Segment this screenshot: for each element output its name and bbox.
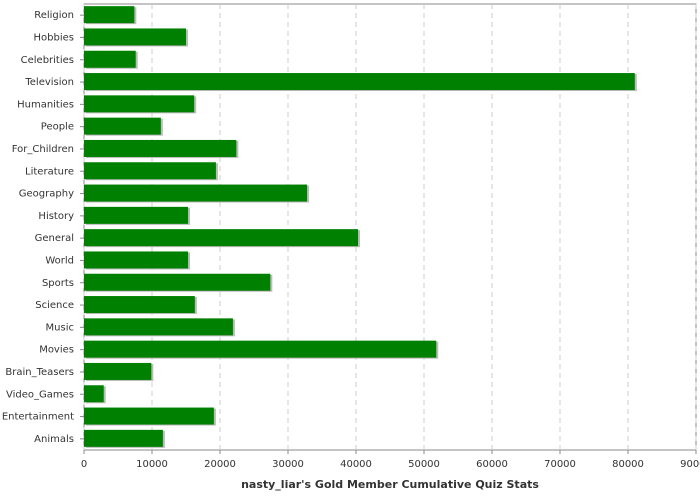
bar (84, 429, 163, 447)
y-tick-label: Celebrities (21, 55, 74, 66)
bar (84, 139, 237, 157)
bar (84, 117, 161, 135)
y-tick-label: Literature (25, 166, 74, 177)
bar (84, 385, 104, 403)
y-tick-label: Religion (34, 10, 74, 21)
x-tick-label: 20000 (204, 459, 236, 470)
x-tick-label: 10000 (136, 459, 168, 470)
x-tick-label: 40000 (340, 459, 372, 470)
y-tick-label: Brain_Teasers (5, 367, 74, 378)
y-tick-label: Hobbies (34, 32, 74, 43)
y-tick-label: Science (35, 300, 74, 311)
y-tick-label: General (35, 233, 74, 244)
chart-title: nasty_liar's Gold Member Cumulative Quiz… (241, 478, 539, 491)
bar (84, 407, 214, 425)
bar (84, 184, 308, 202)
y-tick-label: For_Children (12, 144, 74, 155)
y-tick-label: Animals (34, 434, 74, 445)
bar (84, 362, 152, 380)
y-tick-label: People (41, 122, 74, 133)
bar (84, 95, 195, 113)
x-tick-label: 90000 (680, 459, 700, 470)
y-tick-label: Geography (19, 189, 74, 200)
bar (84, 229, 359, 247)
x-tick-label: 30000 (272, 459, 304, 470)
bar (84, 162, 216, 180)
x-tick-label: 0 (81, 459, 87, 470)
bar (84, 273, 271, 291)
bar (84, 318, 233, 336)
bar (84, 251, 189, 269)
bar (84, 206, 189, 224)
x-tick-label: 50000 (408, 459, 440, 470)
y-tick-label: Movies (39, 345, 74, 356)
plot-area (83, 3, 697, 451)
bar (84, 340, 437, 358)
bar (84, 50, 136, 68)
bar (84, 296, 195, 314)
y-tick-label: Video_Games (6, 389, 74, 400)
bar (84, 6, 135, 24)
x-tick-label: 70000 (544, 459, 576, 470)
x-tick-label: 60000 (476, 459, 508, 470)
y-tick-label: Entertainment (2, 412, 74, 423)
bar (84, 73, 635, 91)
y-tick-label: Television (24, 77, 74, 88)
y-tick-label: History (38, 211, 74, 222)
y-tick-label: World (45, 255, 74, 266)
x-tick-label: 80000 (612, 459, 644, 470)
y-tick-label: Humanities (17, 99, 74, 110)
y-tick-label: Sports (42, 278, 74, 289)
y-tick-label: Music (46, 322, 74, 333)
bar (84, 28, 186, 46)
